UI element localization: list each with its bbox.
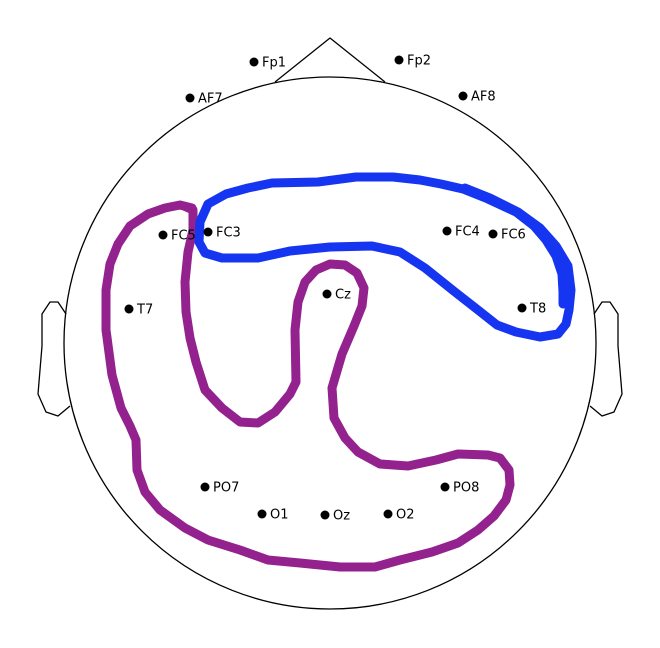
- electrode-fp1: Fp1: [249, 56, 286, 71]
- electrode-dot: [394, 55, 404, 65]
- electrode-dot: [249, 57, 259, 67]
- electrode-cz: Cz: [322, 288, 351, 303]
- electrode-layer: Fp1 Fp2 AF7 AF8 FC5 FC3 FC4 FC6 T7 Cz T8 PO7 PO8 O1 Oz…: [124, 54, 546, 524]
- blue-stroke: [194, 172, 576, 342]
- nose: [274, 37, 386, 83]
- electrode-fp2: Fp2: [394, 54, 431, 69]
- electrode-label: AF8: [471, 90, 496, 105]
- electrode-t7: T7: [124, 303, 153, 318]
- electrode-dot: [158, 230, 168, 240]
- electrode-fc6: FC6: [488, 228, 526, 243]
- electrode-label: FC4: [455, 225, 480, 240]
- electrode-dot: [442, 226, 452, 236]
- electrode-label: FC5: [171, 229, 196, 244]
- electrode-dot: [124, 304, 134, 314]
- electrode-label: PO7: [213, 481, 239, 496]
- electrode-o1: O1: [257, 508, 289, 523]
- electrode-label: Fp2: [407, 54, 431, 69]
- head-circle: [63, 76, 597, 610]
- electrode-o2: O2: [383, 508, 415, 523]
- electrode-label: O2: [396, 508, 415, 523]
- electrode-af7: AF7: [185, 92, 223, 107]
- head-outline: [37, 37, 623, 610]
- electrode-fc3: FC3: [203, 226, 241, 241]
- drawn-strokes: [101, 172, 576, 572]
- electrode-dot: [517, 303, 527, 313]
- electrode-dot: [203, 227, 213, 237]
- electrode-label: PO8: [453, 481, 479, 496]
- electrode-fc5: FC5: [158, 229, 196, 244]
- left-ear: [37, 301, 71, 417]
- electrode-fc4: FC4: [442, 225, 480, 240]
- electrode-label: Oz: [333, 509, 350, 524]
- electrode-dot: [185, 93, 195, 103]
- electrode-label: FC3: [216, 226, 241, 241]
- electrode-dot: [322, 289, 332, 299]
- electrode-po8: PO8: [440, 481, 479, 496]
- electrode-label: Fp1: [262, 56, 286, 71]
- electrode-dot: [320, 510, 330, 520]
- electrode-po7: PO7: [200, 481, 239, 496]
- electrode-af8: AF8: [458, 90, 496, 105]
- electrode-label: FC6: [501, 228, 526, 243]
- electrode-label: O1: [270, 508, 289, 523]
- electrode-t8: T8: [517, 302, 546, 317]
- electrode-dot: [488, 229, 498, 239]
- electrode-label: T8: [529, 302, 546, 317]
- electrode-label: Cz: [335, 288, 351, 303]
- electrode-label: AF7: [198, 92, 223, 107]
- electrode-label: T7: [136, 303, 153, 318]
- electrode-dot: [440, 482, 450, 492]
- right-ear: [589, 301, 623, 417]
- electrode-oz: Oz: [320, 509, 350, 524]
- electrode-dot: [458, 91, 468, 101]
- electrode-dot: [257, 509, 267, 519]
- electrode-dot: [200, 482, 210, 492]
- electrode-dot: [383, 509, 393, 519]
- purple-stroke: [101, 200, 515, 572]
